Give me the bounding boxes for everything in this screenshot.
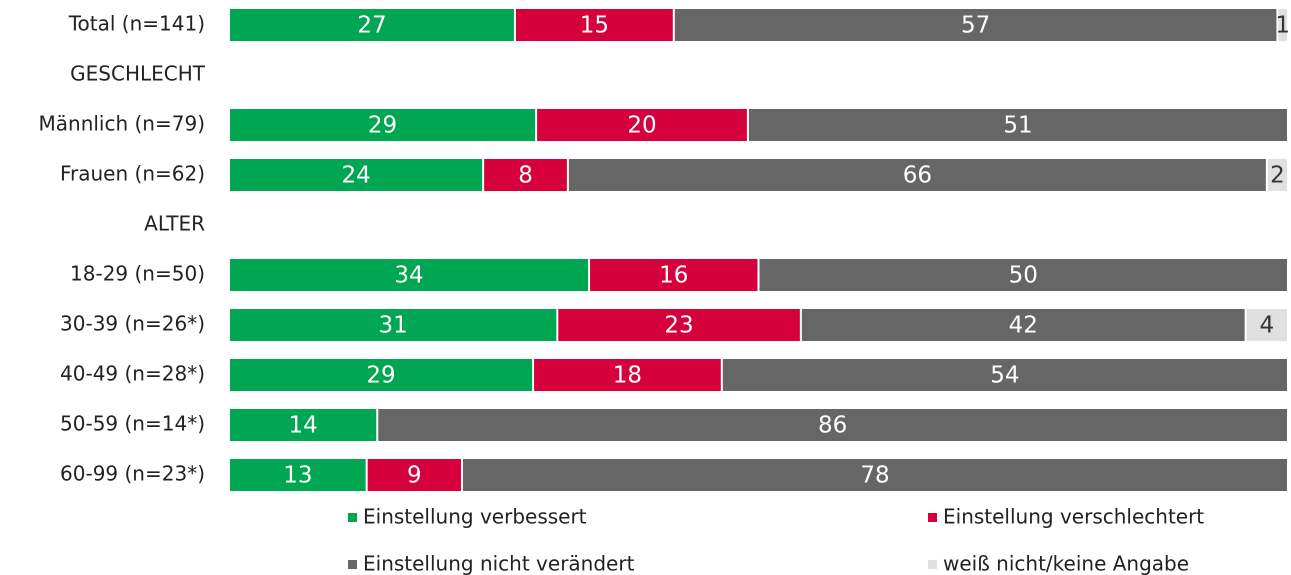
category-label: Total (n=141)	[68, 12, 205, 36]
bar-segment	[674, 9, 1277, 41]
value-label: 50	[1009, 263, 1038, 289]
value-label: 4	[1259, 313, 1274, 339]
value-label: 2	[1270, 163, 1285, 189]
bar-segment	[558, 309, 800, 341]
bar-segment	[722, 359, 1287, 391]
category-label: ALTER	[144, 212, 205, 236]
bar-segment	[534, 359, 721, 391]
legend-swatch	[928, 513, 937, 522]
value-label: 27	[357, 13, 386, 39]
category-label: 40-49 (n=28*)	[60, 362, 205, 386]
value-label: 13	[283, 463, 312, 489]
value-label: 16	[659, 263, 688, 289]
value-label: 29	[366, 363, 395, 389]
value-label: 57	[961, 13, 990, 39]
category-label: 60-99 (n=23*)	[60, 462, 205, 486]
bar-segment	[230, 9, 514, 41]
bar-segment	[568, 159, 1266, 191]
legend-label: Einstellung verbessert	[363, 505, 587, 529]
value-label: 9	[407, 463, 422, 489]
legend-label: Einstellung verschlechtert	[943, 505, 1204, 529]
bar-segment	[759, 259, 1287, 291]
value-label: 24	[341, 163, 370, 189]
bar-segment	[1246, 309, 1287, 341]
category-label: 18-29 (n=50)	[70, 262, 205, 286]
bar-segment	[748, 109, 1287, 141]
bar-segment	[801, 309, 1245, 341]
legend-swatch	[928, 560, 937, 569]
value-label: 51	[1003, 113, 1032, 139]
value-label: 31	[379, 313, 408, 339]
category-label: Männlich (n=79)	[39, 112, 206, 136]
value-label: 14	[288, 413, 317, 439]
category-label: Frauen (n=62)	[60, 162, 205, 186]
value-label: 20	[627, 113, 656, 139]
category-label: 30-39 (n=26*)	[60, 312, 205, 336]
bar-segment	[230, 359, 533, 391]
bar-segment	[462, 459, 1288, 491]
value-label: 66	[903, 163, 932, 189]
legend-label: Einstellung nicht verändert	[363, 552, 635, 575]
value-label: 86	[818, 413, 847, 439]
bar-segment	[230, 109, 536, 141]
value-label: 18	[613, 363, 642, 389]
bar-segment	[378, 409, 1287, 441]
bar-segment	[1278, 9, 1287, 41]
value-label: 23	[664, 313, 693, 339]
legend-swatch	[348, 560, 357, 569]
value-label: 1	[1275, 13, 1290, 39]
bar-segment	[230, 459, 366, 491]
bar-segment	[537, 109, 747, 141]
bar-segment	[367, 459, 461, 491]
value-label: 42	[1009, 313, 1038, 339]
bar-segment	[230, 409, 377, 441]
value-label: 8	[518, 163, 533, 189]
bar-segment	[515, 9, 673, 41]
value-label: 34	[394, 263, 423, 289]
bar-segment	[230, 309, 557, 341]
category-label: 50-59 (n=14*)	[60, 412, 205, 436]
legend-swatch	[348, 513, 357, 522]
category-label: GESCHLECHT	[70, 62, 206, 86]
value-label: 15	[580, 13, 609, 39]
bar-segment	[484, 159, 567, 191]
value-label: 54	[990, 363, 1019, 389]
bar-segment	[590, 259, 758, 291]
bar-segment	[1267, 159, 1287, 191]
value-label: 78	[860, 463, 889, 489]
legend-label: weiß nicht/keine Angabe	[943, 552, 1189, 575]
value-label: 29	[368, 113, 397, 139]
bar-segment	[230, 159, 483, 191]
bar-segment	[230, 259, 589, 291]
